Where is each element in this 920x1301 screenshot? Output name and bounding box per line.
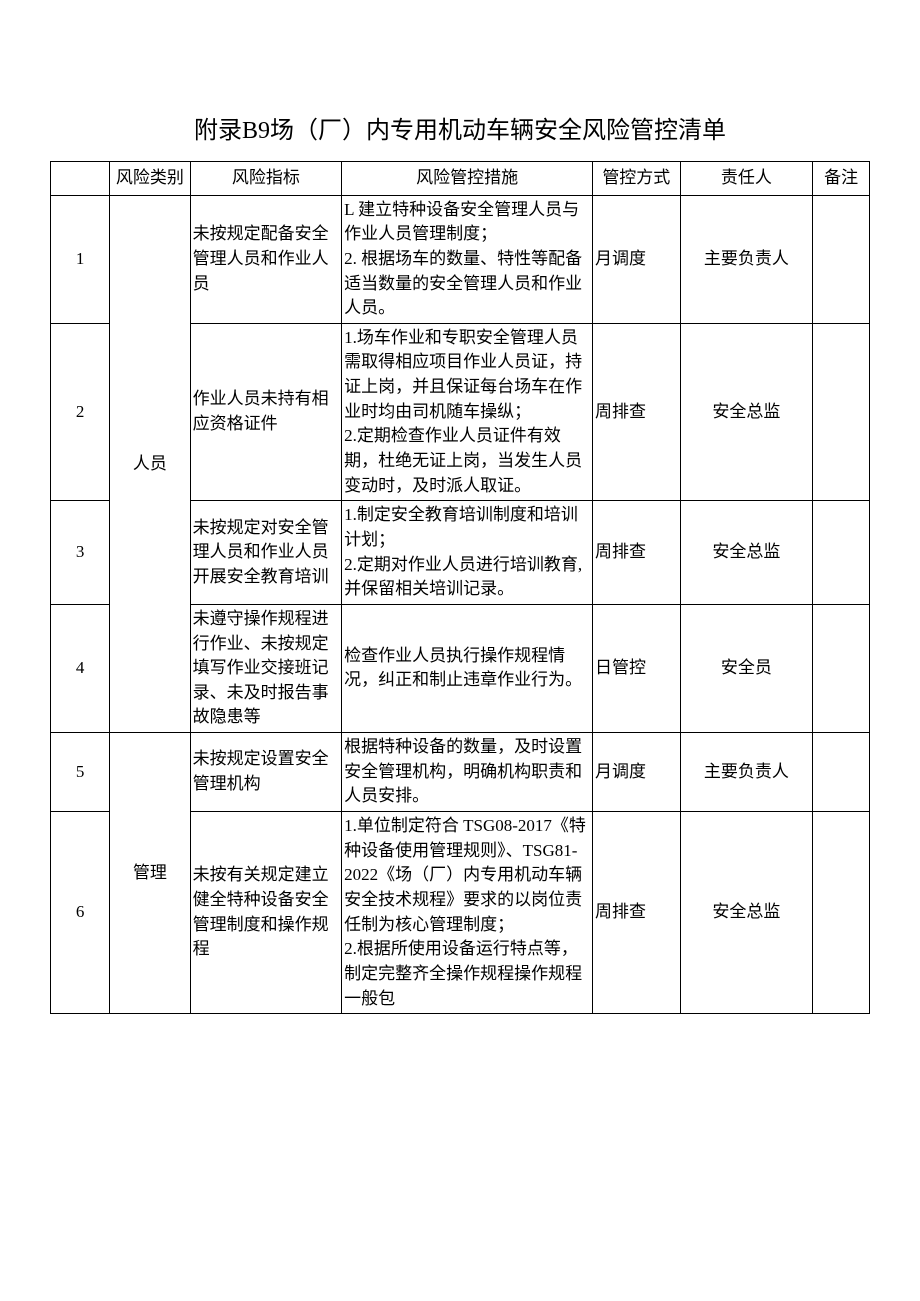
cell-measure: 根据特种设备的数量，及时设置安全管理机构，明确机构职责和人员安排。 [342, 733, 593, 812]
cell-control: 周排查 [593, 323, 681, 500]
cell-num: 5 [51, 733, 110, 812]
cell-category-management: 管理 [110, 733, 190, 1014]
cell-measure: L 建立特种设备安全管理人员与作业人员管理制度； 2. 根据场车的数量、特性等配… [342, 195, 593, 323]
header-category: 风险类别 [110, 162, 190, 196]
cell-control: 周排查 [593, 501, 681, 605]
cell-indicator: 未按规定设置安全管理机构 [190, 733, 341, 812]
cell-note [813, 323, 870, 500]
title-prefix: 附录 [194, 118, 242, 144]
table-row: 5 管理 未按规定设置安全管理机构 根据特种设备的数量，及时设置安全管理机构，明… [51, 733, 870, 812]
cell-num: 4 [51, 604, 110, 732]
cell-control: 月调度 [593, 733, 681, 812]
cell-control: 日管控 [593, 604, 681, 732]
cell-responsible: 主要负责人 [680, 733, 813, 812]
cell-note [813, 733, 870, 812]
cell-measure: 1.单位制定符合 TSG08-2017《特种设备使用管理规则》、TSG81-20… [342, 812, 593, 1014]
cell-responsible: 主要负责人 [680, 195, 813, 323]
cell-indicator: 未遵守操作规程进行作业、未按规定填写作业交接班记录、未及时报告事故隐患等 [190, 604, 341, 732]
cell-responsible: 安全总监 [680, 501, 813, 605]
title-main: 场（厂）内专用机动车辆安全风险管控清单 [270, 118, 726, 144]
cell-num: 6 [51, 812, 110, 1014]
cell-note [813, 604, 870, 732]
cell-measure: 1.场车作业和专职安全管理人员需取得相应项目作业人员证，持证上岗，并且保证每台场… [342, 323, 593, 500]
cell-control: 月调度 [593, 195, 681, 323]
cell-responsible: 安全总监 [680, 323, 813, 500]
cell-responsible: 安全总监 [680, 812, 813, 1014]
cell-control: 周排查 [593, 812, 681, 1014]
table-row: 1 人员 未按规定配备安全管理人员和作业人员 L 建立特种设备安全管理人员与作业… [51, 195, 870, 323]
header-indicator: 风险指标 [190, 162, 341, 196]
cell-measure: 1.制定安全教育培训制度和培训计划； 2.定期对作业人员进行培训教育,并保留相关… [342, 501, 593, 605]
header-responsible: 责任人 [680, 162, 813, 196]
cell-num: 3 [51, 501, 110, 605]
risk-table: 风险类别 风险指标 风险管控措施 管控方式 责任人 备注 1 人员 未按规定配备… [50, 161, 870, 1014]
cell-measure: 检查作业人员执行操作规程情况，纠正和制止违章作业行为。 [342, 604, 593, 732]
page-title: 附录B9场（厂）内专用机动车辆安全风险管控清单 [50, 110, 870, 145]
cell-note [813, 501, 870, 605]
cell-category-personnel: 人员 [110, 195, 190, 732]
title-code: B9 [242, 118, 270, 144]
cell-indicator: 未按规定对安全管理人员和作业人员开展安全教育培训 [190, 501, 341, 605]
cell-num: 2 [51, 323, 110, 500]
cell-num: 1 [51, 195, 110, 323]
cell-note [813, 812, 870, 1014]
header-measure: 风险管控措施 [342, 162, 593, 196]
header-control: 管控方式 [593, 162, 681, 196]
table-header-row: 风险类别 风险指标 风险管控措施 管控方式 责任人 备注 [51, 162, 870, 196]
cell-note [813, 195, 870, 323]
cell-indicator: 未按有关规定建立健全特种设备安全管理制度和操作规程 [190, 812, 341, 1014]
cell-indicator: 作业人员未持有相应资格证件 [190, 323, 341, 500]
cell-responsible: 安全员 [680, 604, 813, 732]
cell-indicator: 未按规定配备安全管理人员和作业人员 [190, 195, 341, 323]
header-note: 备注 [813, 162, 870, 196]
header-num [51, 162, 110, 196]
